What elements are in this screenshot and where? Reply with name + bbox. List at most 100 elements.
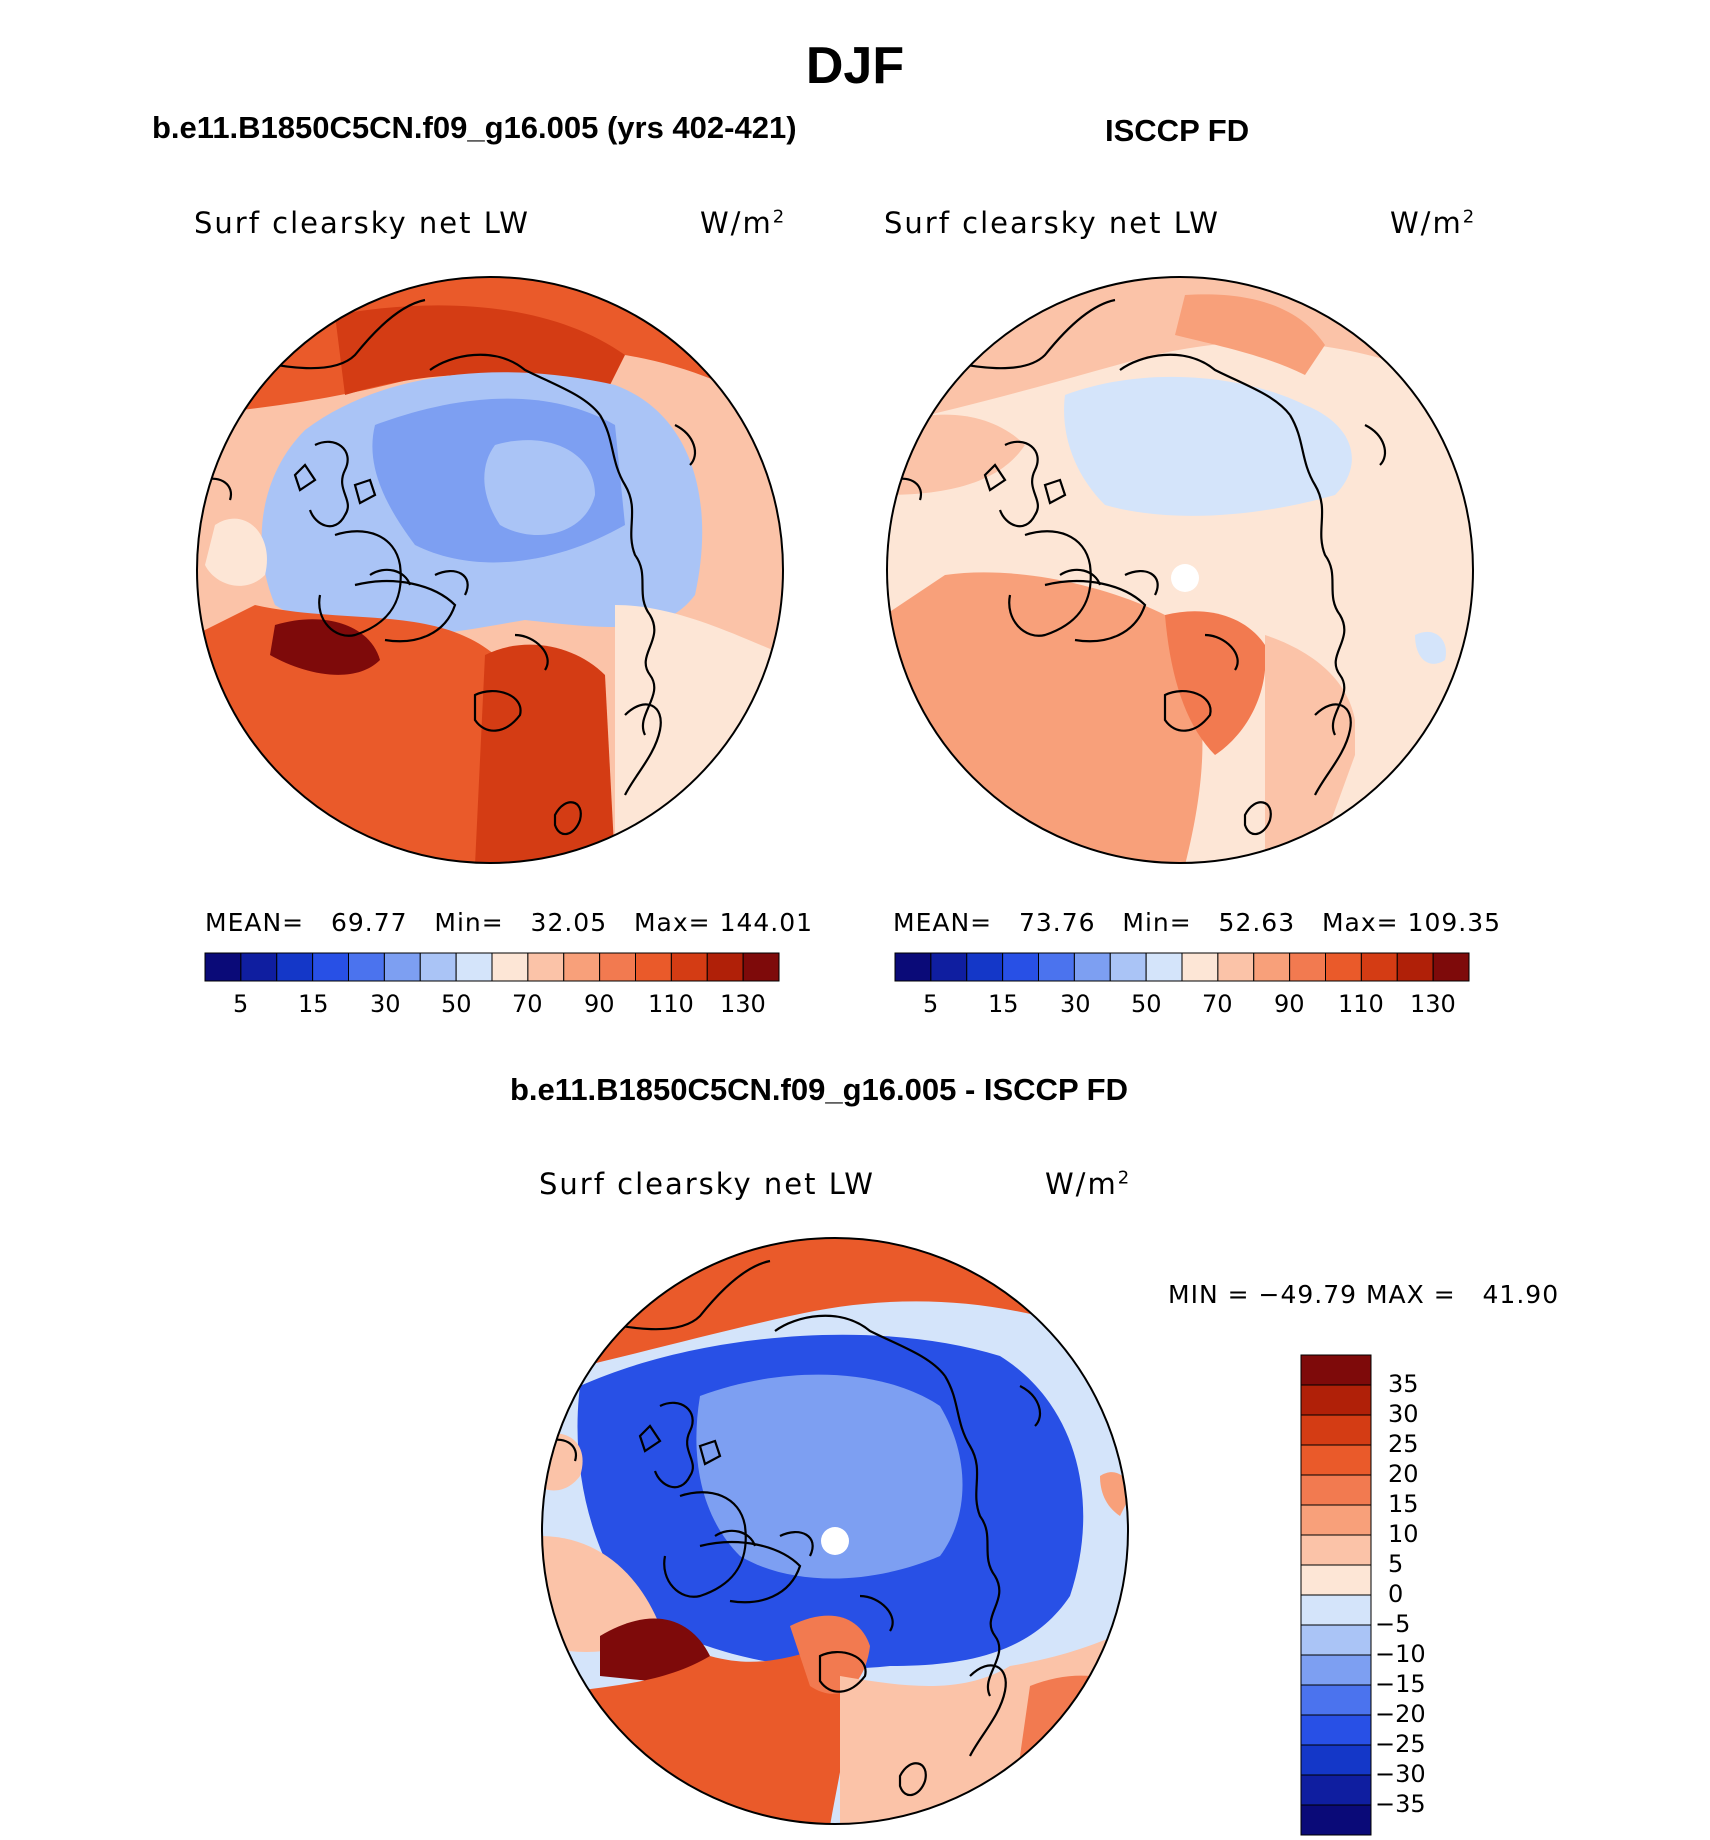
colorbar-swatch bbox=[419, 952, 457, 982]
obs-variable-label: Surf clearsky net LW bbox=[884, 206, 1220, 240]
diff-pole-hole bbox=[821, 1527, 849, 1555]
colorbar-swatch bbox=[1300, 1474, 1372, 1506]
figure-title: DJF bbox=[805, 37, 905, 95]
colorbar-swatch bbox=[1002, 952, 1040, 982]
colorbar-swatch bbox=[1300, 1564, 1372, 1596]
colorbar-swatch bbox=[1300, 1594, 1372, 1626]
diff-field-arctic bbox=[696, 1374, 963, 1579]
obs-map-border bbox=[886, 276, 1474, 864]
colorbar-swatch bbox=[563, 952, 601, 982]
colorbar-swatch bbox=[670, 952, 708, 982]
colorbar-swatch bbox=[635, 952, 672, 982]
obs-polar-map bbox=[886, 276, 1474, 864]
colorbar-swatch bbox=[1300, 1414, 1372, 1446]
colorbar-swatch bbox=[1073, 952, 1111, 982]
diff-colorbar-label: 20 bbox=[1388, 1460, 1419, 1488]
model-map-border bbox=[196, 276, 784, 864]
model-colorbar bbox=[204, 952, 780, 982]
diff-colorbar-label: −10 bbox=[1375, 1640, 1426, 1668]
obs-field-atlantic bbox=[887, 572, 1203, 863]
colorbar-swatch bbox=[383, 952, 421, 982]
obs-colorbar-label: 70 bbox=[1202, 990, 1233, 1018]
diff-map-border bbox=[541, 1237, 1129, 1825]
colorbar-swatch bbox=[276, 952, 314, 982]
obs-colorbar-label: 5 bbox=[923, 990, 939, 1018]
colorbar-swatch bbox=[1038, 952, 1075, 982]
obs-colorbar-label: 130 bbox=[1410, 990, 1456, 1018]
diff-colorbar-label: 35 bbox=[1388, 1370, 1419, 1398]
obs-colorbar-label: 15 bbox=[988, 990, 1019, 1018]
obs-field-norwegian bbox=[1165, 611, 1266, 755]
obs-field-arctic bbox=[1064, 376, 1352, 516]
colorbar-swatch bbox=[1396, 952, 1434, 982]
diff-units-label: W/m2 bbox=[1045, 1167, 1132, 1201]
diff-colorbar-label: 10 bbox=[1388, 1520, 1419, 1548]
model-coastlines bbox=[204, 298, 697, 836]
colorbar-swatch bbox=[204, 952, 242, 982]
colorbar-swatch bbox=[1109, 952, 1147, 982]
colorbar-swatch bbox=[1300, 1804, 1372, 1836]
diff-colorbar-label: −25 bbox=[1375, 1730, 1426, 1758]
model-field-pole-center bbox=[484, 440, 595, 535]
colorbar-swatch bbox=[527, 952, 565, 982]
colorbar-swatch bbox=[455, 952, 493, 982]
model-colorbar-label: 50 bbox=[441, 990, 472, 1018]
colorbar-swatch bbox=[894, 952, 932, 982]
colorbar-swatch bbox=[1300, 1534, 1372, 1566]
colorbar-swatch bbox=[1300, 1384, 1372, 1416]
colorbar-swatch bbox=[1300, 1774, 1372, 1806]
obs-field-bering bbox=[1175, 294, 1325, 375]
colorbar-swatch bbox=[1300, 1354, 1372, 1386]
model-polar-map bbox=[196, 276, 784, 864]
colorbar-swatch bbox=[491, 952, 529, 982]
diff-colorbar-label: −15 bbox=[1375, 1670, 1426, 1698]
obs-colorbar-label: 110 bbox=[1338, 990, 1384, 1018]
colorbar-swatch bbox=[1300, 1744, 1372, 1776]
colorbar-swatch bbox=[706, 952, 744, 982]
diff-colorbar-label: −5 bbox=[1375, 1610, 1411, 1638]
model-colorbar-label: 15 bbox=[298, 990, 329, 1018]
obs-stats: MEAN= 73.76 Min= 52.63 Max= 109.35 bbox=[893, 908, 1502, 937]
colorbar-swatch bbox=[1300, 1504, 1372, 1536]
obs-field-siberia-patch bbox=[1415, 631, 1446, 664]
model-field-bering bbox=[335, 305, 625, 395]
model-panel-title: b.e11.B1850C5CN.f09_g16.005 (yrs 402-421… bbox=[152, 110, 797, 145]
colorbar-swatch bbox=[1300, 1684, 1372, 1716]
model-colorbar-label: 110 bbox=[648, 990, 694, 1018]
diff-polar-map bbox=[541, 1237, 1129, 1825]
diff-stats: MIN = −49.79 MAX = 41.90 bbox=[1168, 1280, 1560, 1309]
colorbar-swatch bbox=[1300, 1714, 1372, 1746]
colorbar-swatch bbox=[742, 952, 780, 982]
colorbar-swatch bbox=[1145, 952, 1183, 982]
colorbar-swatch bbox=[1300, 1444, 1372, 1476]
diff-colorbar-label: 30 bbox=[1388, 1400, 1419, 1428]
obs-colorbar-label: 30 bbox=[1060, 990, 1091, 1018]
model-colorbar-label: 30 bbox=[370, 990, 401, 1018]
model-field-labrador-max bbox=[270, 619, 380, 675]
diff-colorbar-label: 5 bbox=[1388, 1550, 1404, 1578]
model-variable-label: Surf clearsky net LW bbox=[194, 206, 530, 240]
colorbar-swatch bbox=[348, 952, 385, 982]
colorbar-swatch bbox=[599, 952, 637, 982]
colorbar-swatch bbox=[1289, 952, 1327, 982]
diff-variable-label: Surf clearsky net LW bbox=[539, 1167, 875, 1201]
colorbar-swatch bbox=[1360, 952, 1398, 982]
diff-colorbar bbox=[1300, 1354, 1372, 1836]
colorbar-swatch bbox=[1300, 1624, 1372, 1656]
colorbar-swatch bbox=[1432, 952, 1470, 982]
model-colorbar-label: 70 bbox=[512, 990, 543, 1018]
colorbar-swatch bbox=[312, 952, 350, 982]
colorbar-swatch bbox=[1217, 952, 1255, 982]
colorbar-swatch bbox=[966, 952, 1004, 982]
colorbar-swatch bbox=[240, 952, 278, 982]
model-colorbar-label: 130 bbox=[720, 990, 766, 1018]
colorbar-swatch bbox=[1181, 952, 1219, 982]
colorbar-swatch bbox=[1300, 1654, 1372, 1686]
obs-colorbar-label: 90 bbox=[1274, 990, 1305, 1018]
diff-field-east-patch bbox=[1100, 1472, 1128, 1516]
diff-colorbar-label: 25 bbox=[1388, 1430, 1419, 1458]
model-units-label: W/m2 bbox=[700, 206, 787, 240]
colorbar-swatch bbox=[1253, 952, 1291, 982]
diff-field-norwegian bbox=[790, 1615, 870, 1694]
obs-panel-title: ISCCP FD bbox=[1105, 113, 1250, 148]
